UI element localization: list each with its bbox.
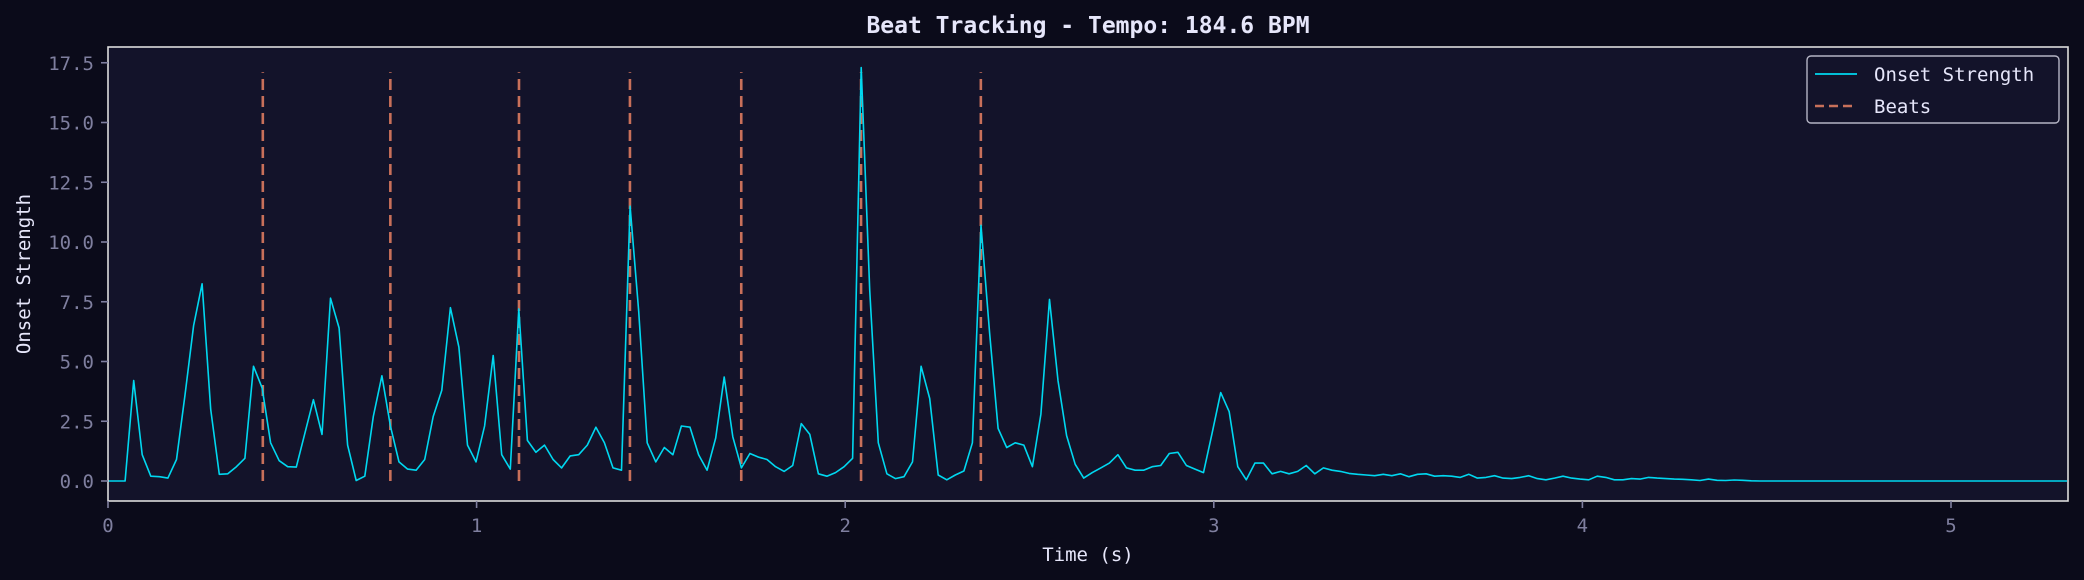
axes-frame bbox=[107, 46, 2069, 502]
y-tick-label: 12.5 bbox=[48, 172, 94, 194]
x-tick-label: 2 bbox=[839, 515, 850, 537]
chart-title: Beat Tracking - Tempo: 184.6 BPM bbox=[866, 13, 1309, 39]
x-axis-ticks: 0 1 2 3 4 5 bbox=[102, 501, 1957, 537]
plot-area bbox=[108, 47, 2068, 501]
x-tick-label: 1 bbox=[471, 515, 482, 537]
y-axis-ticks: 0.0 2.5 5.0 7.5 10.0 12.5 15.0 17.5 bbox=[48, 53, 108, 493]
legend: Onset Strength Beats bbox=[1806, 55, 2060, 124]
y-tick-label: 10.0 bbox=[48, 232, 94, 254]
beat-markers bbox=[261, 72, 983, 481]
y-tick-label: 2.5 bbox=[60, 411, 94, 433]
onset-strength-line bbox=[108, 66, 2067, 482]
legend-onset-label: Onset Strength bbox=[1874, 64, 2034, 86]
legend-box bbox=[1806, 55, 2060, 124]
y-tick-label: 7.5 bbox=[60, 292, 94, 314]
y-tick-label: 5.0 bbox=[60, 352, 94, 374]
x-axis-label: Time (s) bbox=[1042, 544, 1134, 566]
y-tick-label: 0.0 bbox=[60, 471, 94, 493]
x-tick-label: 3 bbox=[1208, 515, 1219, 537]
y-tick-label: 15.0 bbox=[48, 113, 94, 135]
y-tick-label: 17.5 bbox=[48, 53, 94, 75]
y-axis-label: Onset Strength bbox=[13, 194, 35, 354]
x-tick-label: 4 bbox=[1577, 515, 1588, 537]
legend-beats-label: Beats bbox=[1874, 96, 1931, 118]
x-tick-label: 5 bbox=[1945, 515, 1956, 537]
x-tick-label: 0 bbox=[102, 515, 113, 537]
